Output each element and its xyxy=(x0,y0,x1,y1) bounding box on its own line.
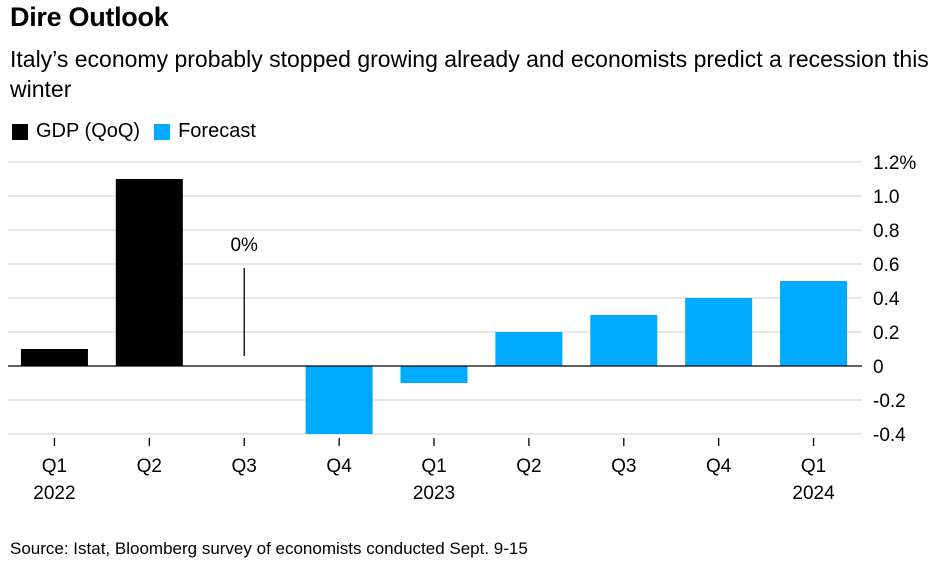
x-year-label: 2023 xyxy=(413,483,455,504)
legend: GDP (QoQ) Forecast xyxy=(12,120,270,143)
forecast-bar xyxy=(305,366,373,434)
gdp-bar xyxy=(20,349,88,366)
y-tick-label: 1.0 xyxy=(873,187,899,208)
x-tick-label: Q2 xyxy=(137,456,162,477)
forecast-bar xyxy=(685,298,753,366)
legend-item-gdp: GDP (QoQ) xyxy=(12,120,140,143)
gdp-bar xyxy=(115,179,183,366)
x-year-label: 2024 xyxy=(792,483,835,504)
y-tick-label: 1.2% xyxy=(873,153,916,174)
forecast-bar xyxy=(400,366,468,383)
x-tick-label: Q1 xyxy=(421,456,446,477)
legend-item-forecast: Forecast xyxy=(154,120,256,143)
y-tick-label: 0 xyxy=(873,357,884,378)
legend-swatch-gdp xyxy=(12,123,28,140)
y-tick-label: -0.4 xyxy=(873,425,906,446)
forecast-bar xyxy=(780,281,848,366)
y-tick-label: 0.8 xyxy=(873,221,899,242)
chart-title: Dire Outlook xyxy=(10,2,169,32)
x-tick-label: Q4 xyxy=(326,456,352,477)
x-tick-label: Q1 xyxy=(801,456,826,477)
legend-swatch-forecast xyxy=(154,123,171,140)
source-note: Source: Istat, Bloomberg survey of econo… xyxy=(10,539,528,558)
x-year-label: 2022 xyxy=(33,483,75,504)
annotation-label: 0% xyxy=(230,235,258,256)
chart-subtitle: Italy’s economy probably stopped growing… xyxy=(10,46,929,102)
x-tick-label: Q2 xyxy=(516,456,541,477)
x-tick-label: Q1 xyxy=(42,456,67,477)
y-tick-label: -0.2 xyxy=(873,391,906,412)
x-tick-label: Q4 xyxy=(706,456,732,477)
forecast-bar xyxy=(495,332,563,366)
y-tick-label: 0.2 xyxy=(873,323,899,344)
legend-label-forecast: Forecast xyxy=(178,120,256,142)
x-tick-label: Q3 xyxy=(232,456,257,477)
legend-label-gdp: GDP (QoQ) xyxy=(36,120,141,142)
y-tick-label: 0.6 xyxy=(873,255,899,276)
y-tick-label: 0.4 xyxy=(873,289,900,310)
x-tick-label: Q3 xyxy=(611,456,636,477)
forecast-bar xyxy=(590,315,658,366)
